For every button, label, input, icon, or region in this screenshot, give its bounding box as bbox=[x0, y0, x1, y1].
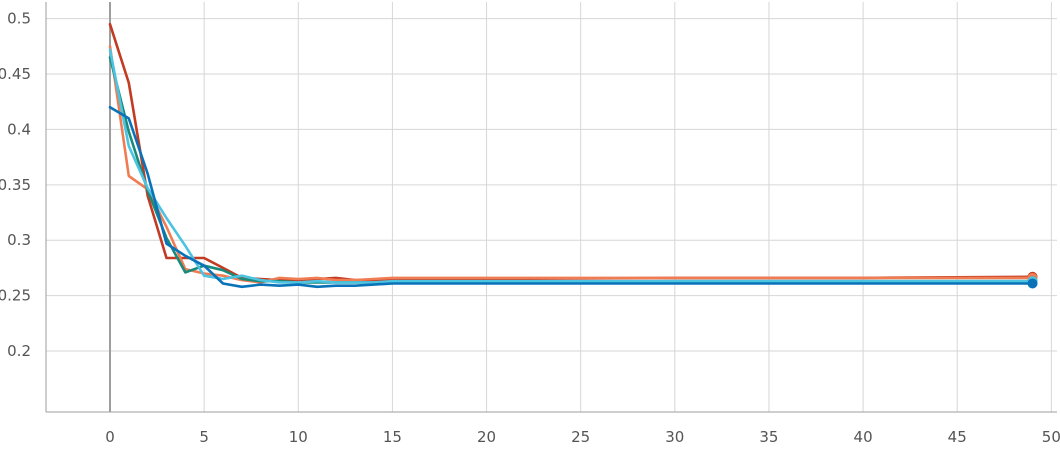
x-gridlines bbox=[203, 2, 1052, 412]
x-tick-label: 40 bbox=[854, 428, 873, 446]
y-tick-label: 0.5 bbox=[7, 10, 31, 28]
y-tick-label: 0.4 bbox=[7, 120, 31, 138]
y-tick-label: 0.45 bbox=[0, 65, 31, 83]
x-tick-label: 45 bbox=[948, 428, 967, 446]
series-line-1 bbox=[108, 22, 1034, 283]
x-tick-label: 5 bbox=[199, 428, 209, 446]
series-end-markers bbox=[1027, 271, 1038, 289]
x-tick-label: 15 bbox=[383, 428, 402, 446]
y-gridlines bbox=[46, 18, 1057, 352]
series-lines bbox=[108, 22, 1034, 289]
series-end-marker-5 bbox=[1027, 278, 1038, 289]
y-tick-label: 0.25 bbox=[0, 287, 31, 305]
x-tick-label: 50 bbox=[1042, 428, 1060, 446]
series-line-2 bbox=[108, 45, 1034, 284]
x-tick-label: 30 bbox=[665, 428, 684, 446]
series-line-4 bbox=[108, 48, 1034, 284]
y-tick-label: 0.35 bbox=[0, 176, 31, 194]
x-tick-labels: 0 5 10 15 20 25 30 35 40 45 50 bbox=[105, 428, 1060, 446]
y-tick-label: 0.2 bbox=[7, 342, 31, 360]
x-tick-label: 10 bbox=[289, 428, 308, 446]
axes bbox=[45, 2, 1057, 413]
y-tick-label: 0.3 bbox=[7, 231, 31, 249]
x-tick-label: 25 bbox=[571, 428, 590, 446]
y-tick-labels: 0.2 0.25 0.3 0.35 0.4 0.45 0.5 bbox=[0, 10, 31, 360]
series-line-3 bbox=[108, 56, 1034, 284]
x-tick-label: 20 bbox=[477, 428, 496, 446]
series-line-5 bbox=[108, 106, 1034, 289]
x-tick-label: 0 bbox=[105, 428, 115, 446]
x-tick-label: 35 bbox=[759, 428, 778, 446]
